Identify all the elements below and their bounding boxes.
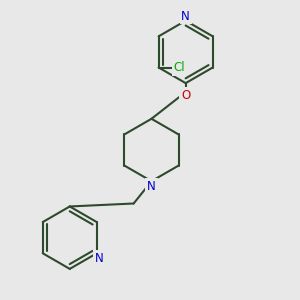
Text: O: O bbox=[181, 89, 190, 102]
Text: N: N bbox=[95, 252, 103, 265]
Text: N: N bbox=[147, 180, 156, 193]
Text: Cl: Cl bbox=[174, 61, 185, 74]
Text: N: N bbox=[181, 10, 190, 23]
